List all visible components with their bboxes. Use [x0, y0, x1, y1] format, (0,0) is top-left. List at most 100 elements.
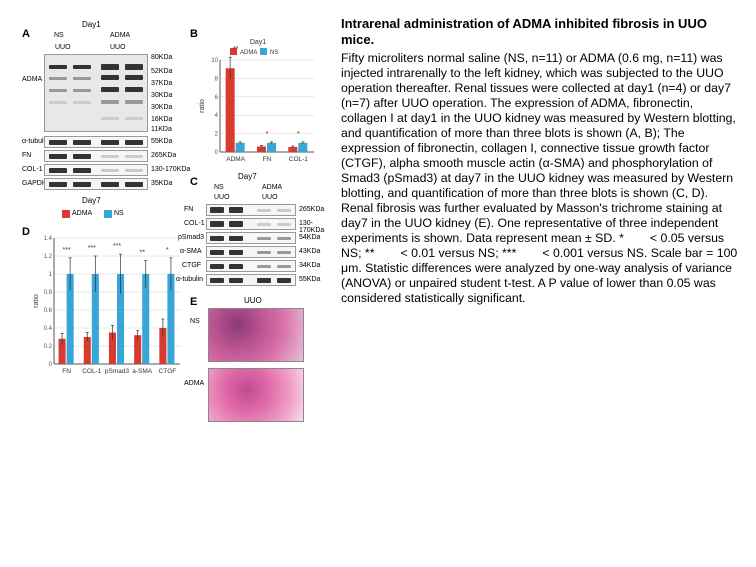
mw-fn-c: 265KDa	[299, 206, 324, 213]
caption-block: Intrarenal administration of ADMA inhibi…	[341, 16, 741, 306]
svg-text:CTGF: CTGF	[159, 368, 177, 375]
blot-atub-c	[206, 274, 296, 286]
svg-text:6: 6	[215, 95, 219, 101]
mw-fn-a: 265KDa	[151, 152, 176, 159]
label-ns-e: NS	[190, 318, 200, 325]
blot-col-a	[44, 164, 148, 176]
svg-text:FN: FN	[62, 368, 71, 375]
svg-text:FN: FN	[263, 156, 272, 163]
mw-30b: 30KDa	[151, 104, 172, 111]
svg-text:*: *	[297, 131, 300, 138]
figure-title: Intrarenal administration of ADMA inhibi…	[341, 16, 741, 49]
label-fn-c: FN	[184, 206, 193, 213]
svg-text:**: **	[233, 46, 239, 53]
svg-text:***: ***	[113, 243, 121, 250]
svg-text:1: 1	[49, 272, 53, 278]
svg-text:***: ***	[63, 247, 71, 254]
mw-37: 37KDa	[151, 80, 172, 87]
mw-52: 52KDa	[151, 68, 172, 75]
label-uuo-c2: UUO	[262, 194, 278, 201]
histology-ns	[208, 308, 304, 362]
panel-e-label: E	[190, 296, 197, 308]
svg-text:0: 0	[215, 150, 219, 156]
mw-ctgf-c: 34KDa	[299, 262, 320, 269]
chart-d: 00.20.40.60.811.21.4ratio***FN***COL-1**…	[30, 228, 184, 378]
label-uuo-a2: UUO	[110, 44, 126, 51]
label-ns-c: NS	[214, 184, 224, 191]
svg-text:a-SMA: a-SMA	[132, 368, 153, 375]
svg-text:ratio: ratio	[33, 294, 40, 308]
blot-asma-c	[206, 246, 296, 258]
label-day7-d: Day7	[82, 196, 101, 205]
panel-c-label: C	[190, 176, 198, 188]
blot-fn-c	[206, 204, 296, 216]
mw-16: 16KDa	[151, 116, 172, 123]
mw-11: 11KDa	[151, 126, 172, 133]
mw-30a: 30KDa	[151, 92, 172, 99]
blot-adma	[44, 54, 148, 132]
svg-text:10: 10	[211, 58, 218, 64]
svg-text:0.4: 0.4	[44, 326, 53, 332]
blot-psmad-c	[206, 232, 296, 244]
label-day1: Day1	[82, 20, 101, 29]
label-uuo-c1: UUO	[214, 194, 230, 201]
svg-text:0.2: 0.2	[44, 344, 53, 350]
label-adma-a: ADMA	[110, 32, 130, 39]
label-ctgf-c: CTGF	[182, 262, 201, 269]
blot-atub-a	[44, 136, 148, 148]
svg-text:*: *	[266, 131, 269, 138]
label-day7-c: Day7	[238, 172, 257, 181]
label-col-a: COL-1	[22, 166, 43, 173]
svg-text:*: *	[166, 247, 169, 254]
svg-text:COL-1: COL-1	[82, 368, 102, 375]
label-uuo-e: UUO	[244, 296, 262, 305]
legend-adma: ADMA	[72, 210, 92, 217]
svg-text:ADMA: ADMA	[240, 50, 257, 56]
figure-caption: Fifty microliters normal saline (NS, n=1…	[341, 51, 741, 306]
mw-asma-c: 43KDa	[299, 248, 320, 255]
label-adma-e: ADMA	[184, 380, 204, 387]
svg-text:0: 0	[49, 362, 53, 368]
mw-gapdh-a: 35KDa	[151, 180, 172, 187]
svg-text:Day1: Day1	[250, 39, 266, 46]
svg-text:COL-1: COL-1	[289, 156, 309, 163]
blot-fn-a	[44, 150, 148, 162]
svg-text:2: 2	[215, 132, 219, 138]
legend-ns: NS	[114, 210, 124, 217]
mw-psmad-c: 54KDa	[299, 234, 320, 241]
histology-adma	[208, 368, 304, 422]
svg-text:ratio: ratio	[199, 99, 206, 113]
label-fn-a: FN	[22, 152, 31, 159]
blot-ctgf-c	[206, 260, 296, 272]
mw-col-a: 130-170KDa	[151, 166, 190, 173]
svg-text:NS: NS	[270, 50, 278, 56]
svg-text:8: 8	[215, 76, 219, 82]
svg-text:0.8: 0.8	[44, 290, 53, 296]
svg-text:0.6: 0.6	[44, 308, 53, 314]
panel-a-label: A	[22, 28, 30, 40]
label-adma-row: ADMA	[22, 76, 42, 83]
blot-gapdh-a	[44, 178, 148, 190]
figure-panels: A Day1 NS ADMA UUO UUO ADMA 80KDa 52KDa …	[22, 20, 322, 550]
blot-col-c	[206, 218, 296, 230]
label-col-c: COL-1	[184, 220, 205, 227]
label-ns-a: NS	[54, 32, 64, 39]
mw-col-c: 130-170KDa	[299, 220, 324, 234]
svg-text:1.2: 1.2	[44, 254, 53, 260]
svg-text:pSmad3: pSmad3	[105, 368, 130, 375]
legend-adma-box	[62, 210, 70, 218]
mw-tub-a: 55KDa	[151, 138, 172, 145]
legend-ns-box	[104, 210, 112, 218]
svg-text:***: ***	[88, 245, 96, 252]
panel-b-label: B	[190, 28, 198, 40]
label-uuo-a1: UUO	[55, 44, 71, 51]
mw-tub-c: 55KDa	[299, 276, 320, 283]
svg-text:**: **	[139, 250, 145, 257]
panel-d-label: D	[22, 226, 30, 238]
svg-text:4: 4	[215, 113, 219, 119]
svg-text:1.4: 1.4	[44, 236, 53, 242]
chart-b: Day1ADMANS0246810ratio**ADMA*FN*COL-1	[198, 36, 318, 166]
label-adma-c: ADMA	[262, 184, 282, 191]
mw-80: 80KDa	[151, 54, 172, 61]
svg-text:ADMA: ADMA	[226, 156, 245, 163]
